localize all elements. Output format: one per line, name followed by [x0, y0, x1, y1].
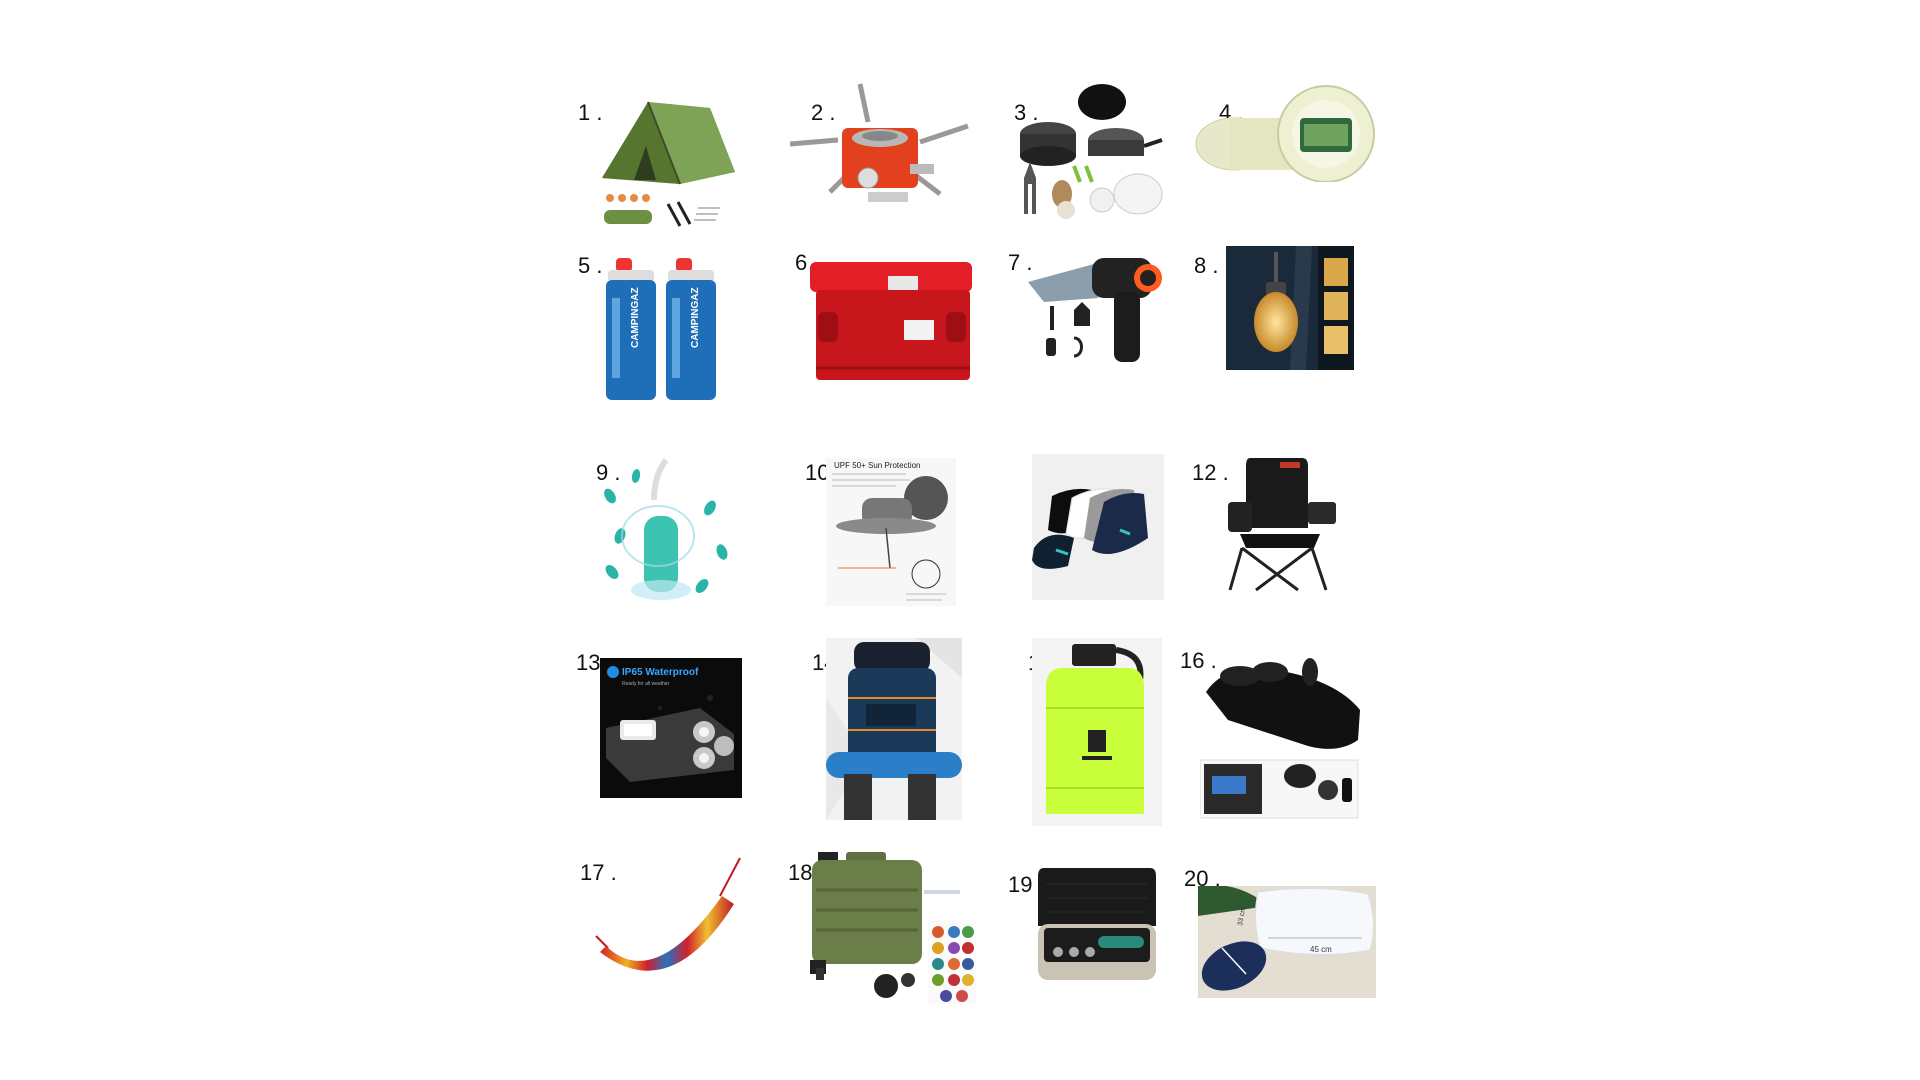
item-number: 2 . [811, 100, 836, 125]
inflatable-pillow-icon: 45 cm 33 cm [1198, 886, 1376, 998]
hiking-backpack-icon [826, 638, 962, 820]
item-number: 18 [788, 860, 813, 885]
paper-plates-icon [1194, 84, 1380, 182]
camping-stove-icon [790, 82, 970, 222]
water-jug-icon [1032, 638, 1162, 826]
cooler-box-icon [808, 258, 976, 382]
flashlight-icon: IP65 Waterproof Ready for all weather [600, 658, 742, 798]
svg-text:IP65 Waterproof: IP65 Waterproof [622, 667, 699, 678]
item-number: 16 . [1180, 648, 1217, 673]
svg-text:CAMPINGAZ: CAMPINGAZ [690, 287, 701, 348]
svg-text:33 cm: 33 cm [1237, 906, 1247, 926]
hammock-icon [594, 856, 744, 988]
water-canister-icon [806, 850, 976, 1004]
tool-case-icon [1036, 864, 1158, 982]
portable-bidet-icon [598, 456, 734, 606]
item-number: 9 . [596, 460, 621, 485]
handheld-vacuum-icon [1024, 258, 1168, 368]
item-number: 8 . [1194, 253, 1219, 278]
cookware-set-icon [1014, 82, 1164, 220]
item-number: 3 . [1014, 100, 1039, 125]
sun-hat-icon: UPF 50+ Sun Protection [826, 458, 956, 606]
svg-text:UPF 50+ Sun Protection: UPF 50+ Sun Protection [834, 461, 921, 470]
svg-text:Ready for all weather: Ready for all weather [622, 681, 670, 687]
svg-text:CAMPINGAZ: CAMPINGAZ [630, 287, 641, 348]
inflatable-car-mattress-icon [1200, 652, 1368, 820]
item-number: 17 . [580, 860, 617, 885]
item-number: 12 . [1192, 460, 1229, 485]
camping-chair-icon [1222, 454, 1342, 594]
item-number: 13 [576, 650, 601, 675]
gas-cartridges-icon: CAMPINGAZ CAMPINGAZ [604, 258, 724, 404]
camping-lantern-icon [1226, 246, 1354, 370]
item-number: 19 [1008, 872, 1033, 897]
socks-icon [1032, 454, 1164, 600]
item-number: 7 . [1008, 250, 1033, 275]
item-number: 10 [805, 460, 830, 485]
svg-text:45 cm: 45 cm [1310, 945, 1332, 954]
tent-icon [590, 96, 740, 232]
item-number: 1 . [578, 100, 603, 125]
item-number: 5 . [578, 253, 603, 278]
